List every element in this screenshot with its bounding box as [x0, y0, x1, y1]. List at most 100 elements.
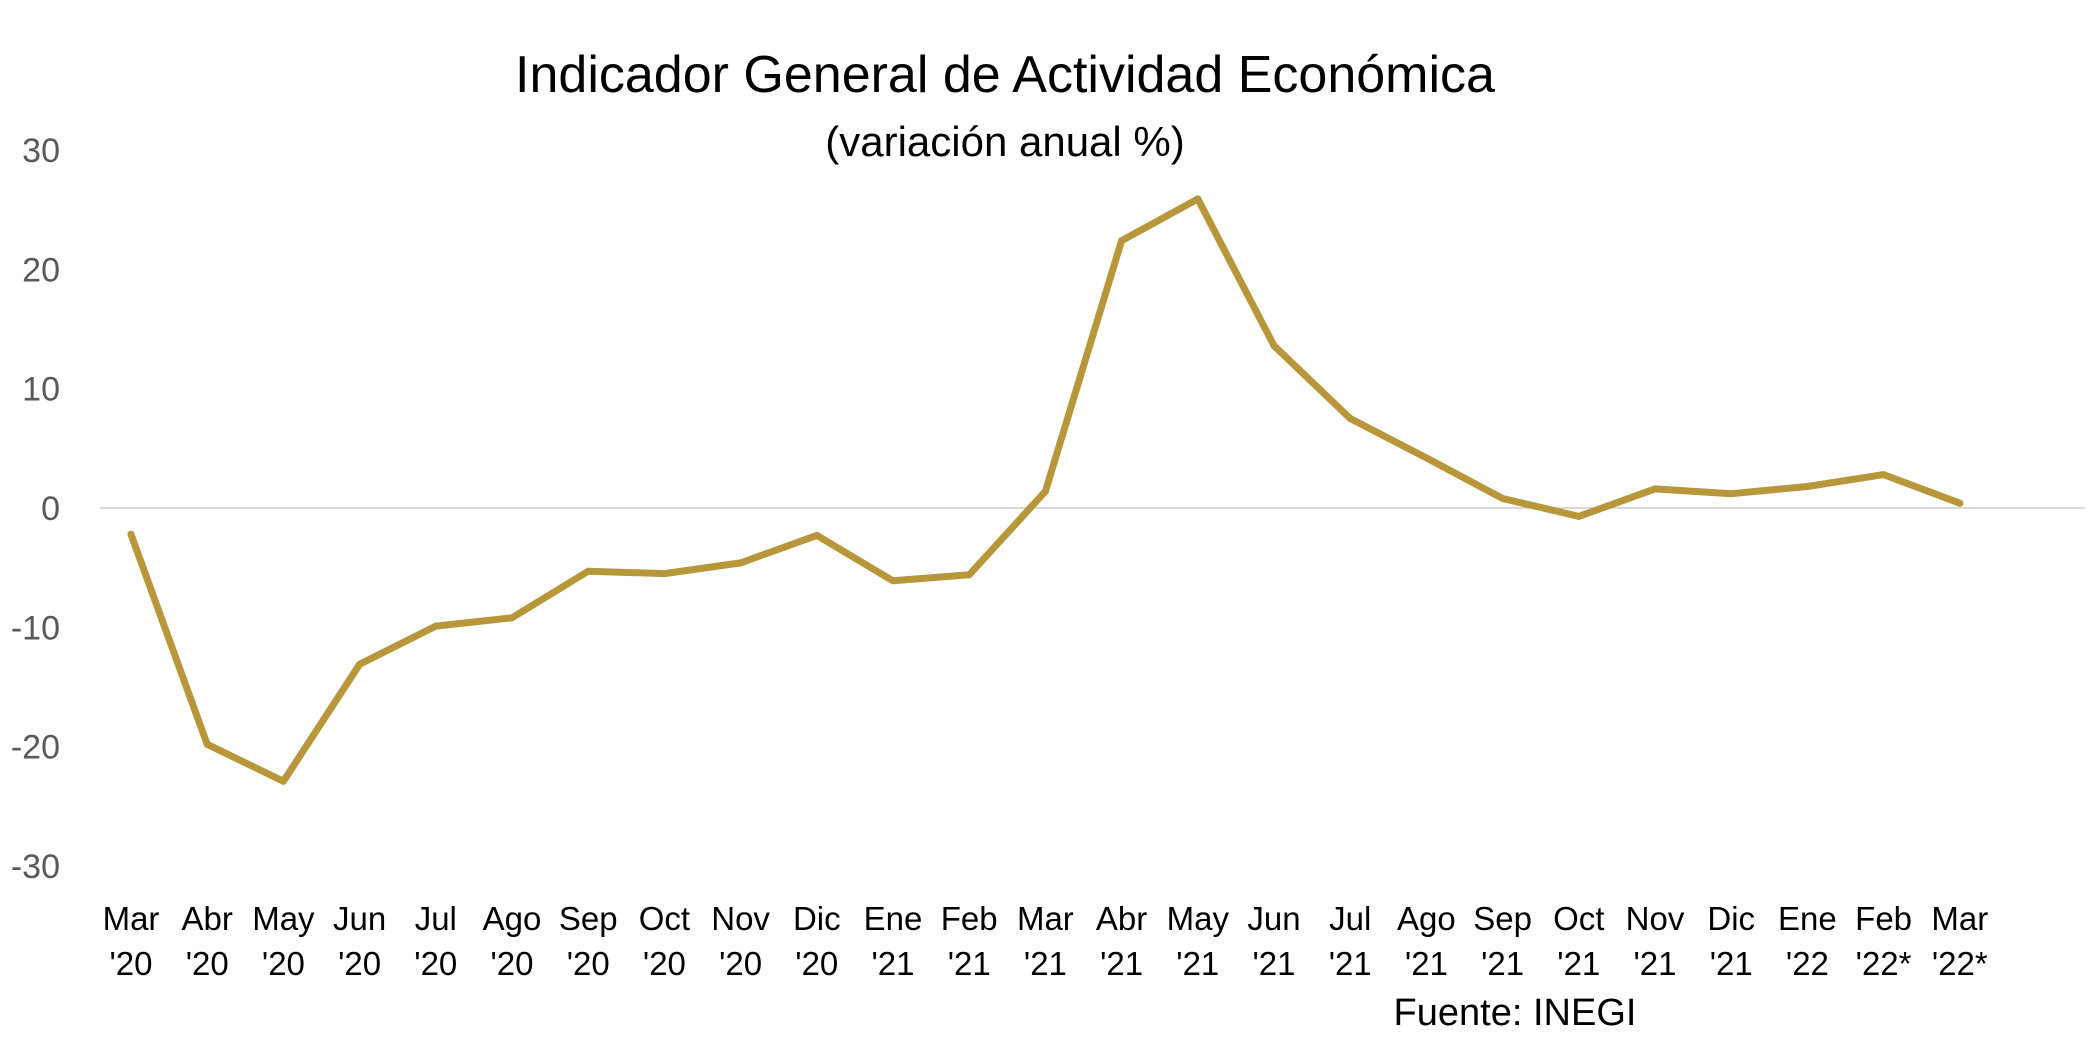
x-tick-year: '20	[567, 945, 610, 982]
x-tick-month: Dic	[793, 900, 841, 937]
x-tick-year: '21	[1176, 945, 1219, 982]
x-tick-year: '20	[490, 945, 533, 982]
x-tick-label: Sep '20	[559, 900, 618, 982]
data-point	[1880, 471, 1888, 479]
x-tick-month: Sep	[559, 900, 618, 937]
y-tick-label: 30	[22, 132, 60, 170]
data-point	[737, 559, 745, 567]
x-tick-month: Oct	[639, 900, 690, 937]
x-tick-label: Oct '20	[639, 900, 690, 982]
x-axis: Mar '20 Abr '20 May '20 Jun '20 Jul '20 Ago '20 Sep '…	[103, 900, 1989, 982]
y-tick-label: 10	[22, 371, 60, 409]
x-tick-year: '20	[262, 945, 305, 982]
x-tick-year: '21	[948, 945, 991, 982]
x-tick-year: '21	[1405, 945, 1448, 982]
x-tick-year: '21	[1252, 945, 1295, 982]
x-tick-month: Ago	[1397, 900, 1456, 937]
x-tick-year: '22*	[1856, 945, 1912, 982]
x-tick-year: '21	[1100, 945, 1143, 982]
x-tick-label: Jun '21	[1247, 900, 1300, 982]
x-tick-month: Dic	[1707, 900, 1755, 937]
x-tick-month: Jul	[415, 900, 457, 937]
data-point	[508, 614, 516, 622]
x-tick-month: Feb	[941, 900, 998, 937]
data-point	[584, 567, 592, 575]
x-tick-year: '21	[871, 945, 914, 982]
x-tick-label: Mar '20	[103, 900, 160, 982]
data-point	[356, 660, 364, 668]
x-tick-label: Jun '20	[333, 900, 386, 982]
x-tick-month: May	[1167, 900, 1230, 937]
x-tick-label: Abr '21	[1096, 900, 1147, 982]
x-tick-month: May	[252, 900, 315, 937]
x-tick-month: Jun	[333, 900, 386, 937]
x-tick-label: Dic '20	[793, 900, 841, 982]
data-point	[1956, 499, 1964, 507]
x-tick-year: '21	[1633, 945, 1676, 982]
data-point	[127, 530, 135, 538]
x-tick-month: Ago	[483, 900, 542, 937]
data-point	[965, 571, 973, 579]
x-tick-label: Ene '22	[1778, 900, 1837, 982]
x-tick-month: Ene	[864, 900, 923, 937]
x-tick-label: Ago '20	[483, 900, 542, 982]
data-point	[1803, 483, 1811, 491]
data-point	[889, 577, 897, 585]
x-tick-label: Nov '20	[711, 900, 770, 982]
x-tick-year: '20	[414, 945, 457, 982]
x-tick-year: '20	[643, 945, 686, 982]
x-tick-label: Sep '21	[1473, 900, 1532, 982]
x-tick-label: Ago '21	[1397, 900, 1456, 982]
x-tick-month: Feb	[1855, 900, 1912, 937]
x-tick-month: Nov	[1626, 900, 1685, 937]
x-tick-year: '20	[109, 945, 152, 982]
x-tick-label: Ene '21	[864, 900, 923, 982]
x-tick-month: Oct	[1553, 900, 1604, 937]
data-point	[1727, 490, 1735, 498]
y-tick-label: -30	[11, 848, 60, 886]
x-tick-month: Nov	[711, 900, 770, 937]
x-tick-label: Jul '21	[1329, 900, 1372, 982]
data-point	[203, 740, 211, 748]
data-point	[1575, 512, 1583, 520]
x-tick-label: Abr '20	[182, 900, 233, 982]
x-tick-month: Abr	[1096, 900, 1147, 937]
data-point	[1041, 487, 1049, 495]
data-point	[813, 531, 821, 539]
x-tick-year: '20	[338, 945, 381, 982]
x-tick-label: May '20	[252, 900, 315, 982]
x-tick-year: '20	[719, 945, 762, 982]
chart-title: Indicador General de Actividad Económica	[515, 46, 1495, 104]
x-tick-month: Abr	[182, 900, 233, 937]
data-point	[1118, 237, 1126, 245]
data-point	[1651, 485, 1659, 493]
chart-subtitle: (variación anual %)	[825, 118, 1185, 165]
x-tick-label: Mar '21	[1017, 900, 1074, 982]
data-point	[1422, 454, 1430, 462]
x-tick-label: Feb '22*	[1855, 900, 1912, 982]
x-tick-month: Mar	[1017, 900, 1074, 937]
x-tick-label: Jul '20	[414, 900, 457, 982]
x-tick-month: Sep	[1473, 900, 1532, 937]
x-tick-year: '21	[1024, 945, 1067, 982]
x-tick-year: '20	[795, 945, 838, 982]
x-tick-year: '22	[1786, 945, 1829, 982]
x-tick-month: Ene	[1778, 900, 1837, 937]
x-tick-year: '20	[186, 945, 229, 982]
x-tick-label: Feb '21	[941, 900, 998, 982]
y-tick-label: 0	[41, 490, 60, 528]
data-point	[432, 622, 440, 630]
x-tick-label: Mar '22*	[1931, 900, 1988, 982]
data-point	[1346, 415, 1354, 422]
x-tick-label: Nov '21	[1626, 900, 1685, 982]
x-tick-year: '21	[1710, 945, 1753, 982]
x-tick-month: Jun	[1247, 900, 1300, 937]
y-tick-label: 20	[22, 251, 60, 289]
data-point	[660, 570, 668, 578]
source-note: Fuente: INEGI	[1394, 992, 1637, 1034]
y-tick-label: -10	[11, 609, 60, 647]
x-tick-label: Oct '21	[1553, 900, 1604, 982]
y-axis: 30 20 10 0 -10 -20 -30	[11, 132, 60, 886]
y-tick-label: -20	[11, 729, 60, 767]
